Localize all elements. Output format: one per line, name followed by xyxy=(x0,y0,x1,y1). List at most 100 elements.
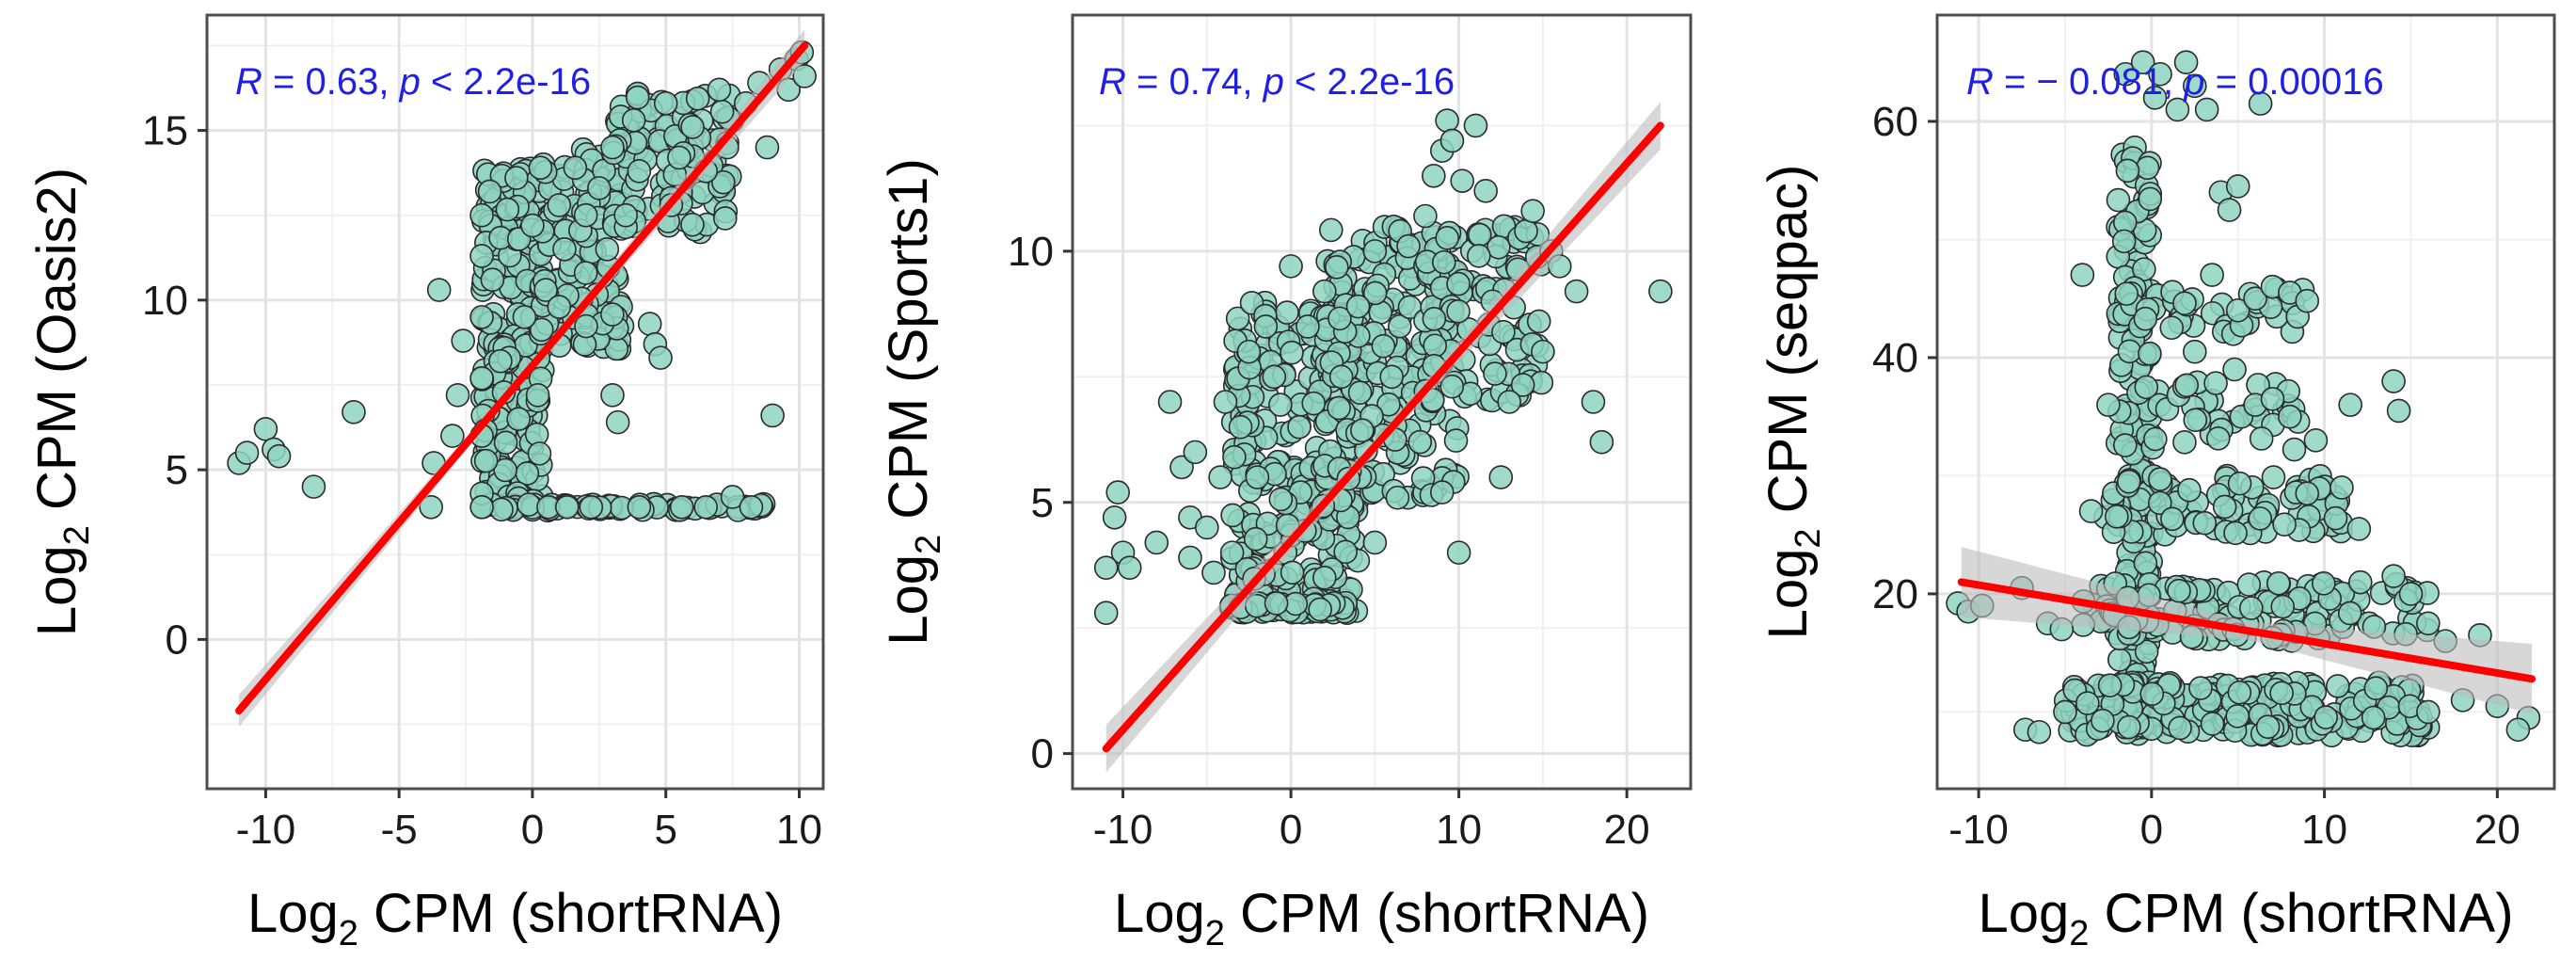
data-point xyxy=(2249,426,2274,451)
panel-border xyxy=(1071,13,1693,791)
data-point xyxy=(755,135,780,160)
data-point xyxy=(525,382,550,408)
data-point xyxy=(2053,699,2077,725)
data-point xyxy=(1268,392,1293,417)
x-tick-label: 0 xyxy=(521,807,544,853)
data-point xyxy=(1463,113,1488,138)
data-point xyxy=(760,403,785,428)
data-point xyxy=(2225,297,2250,323)
data-point xyxy=(621,107,646,133)
data-point xyxy=(1581,390,1606,414)
data-point xyxy=(1589,429,1614,455)
data-point xyxy=(1347,380,1373,405)
data-point xyxy=(1222,444,1247,470)
data-point xyxy=(1208,465,1232,489)
data-point xyxy=(587,176,612,200)
x-axis-title: Log2 CPM (shortRNA) xyxy=(247,883,783,953)
data-point xyxy=(2200,712,2225,736)
data-point xyxy=(2183,408,2208,433)
data-point xyxy=(1473,179,1498,203)
data-point xyxy=(2194,97,2219,122)
x-tick-label: -5 xyxy=(381,807,418,853)
data-point xyxy=(2117,339,2142,364)
data-point xyxy=(2398,582,2424,606)
data-point xyxy=(1312,566,1337,590)
data-point xyxy=(1220,503,1245,528)
data-point xyxy=(1253,314,1279,339)
data-point xyxy=(2223,521,2248,546)
data-point xyxy=(792,64,817,88)
data-point xyxy=(2148,61,2172,87)
data-point xyxy=(2167,578,2191,603)
data-point xyxy=(1514,218,1538,244)
data-point xyxy=(1487,234,1511,260)
data-point xyxy=(1413,203,1438,229)
correlation-annotation: R = − 0.081, p = 0.00016 xyxy=(1966,61,2384,103)
data-point xyxy=(613,202,638,228)
points-layer xyxy=(1946,50,2541,748)
data-point xyxy=(2416,699,2441,725)
y-tick-label: 20 xyxy=(1872,571,1918,617)
data-point xyxy=(493,430,518,456)
data-point xyxy=(2097,673,2123,698)
data-point xyxy=(1431,249,1456,275)
data-point xyxy=(1301,391,1327,416)
data-point xyxy=(2338,392,2362,417)
panel-seqpac: -10 0 10 20 20 40 60 Log2 CPM (shortRNA) Log2 CP… xyxy=(1757,13,2556,953)
data-point xyxy=(680,212,705,237)
data-point xyxy=(1280,560,1305,585)
data-point xyxy=(573,202,598,228)
data-point xyxy=(637,312,662,336)
data-point xyxy=(2143,426,2168,452)
data-point xyxy=(469,305,494,329)
panel-border xyxy=(1935,13,2556,791)
data-point xyxy=(1423,333,1447,359)
data-point xyxy=(2266,570,2291,596)
data-point xyxy=(1093,555,1119,580)
data-point xyxy=(2346,517,2372,541)
data-point xyxy=(1510,373,1535,397)
data-point xyxy=(1429,480,1455,505)
data-point xyxy=(1245,465,1270,489)
data-point xyxy=(1268,487,1294,512)
data-point xyxy=(520,213,545,238)
data-point xyxy=(2075,691,2100,715)
y-tick-label: 5 xyxy=(1031,480,1054,526)
data-point xyxy=(1195,515,1219,540)
data-point xyxy=(600,302,625,327)
data-point xyxy=(2325,674,2350,698)
data-point xyxy=(2172,430,2197,455)
data-point xyxy=(2248,506,2273,531)
data-point xyxy=(2272,512,2297,537)
data-point xyxy=(600,135,625,160)
data-point xyxy=(2381,564,2406,588)
data-point xyxy=(2135,155,2160,181)
data-point xyxy=(1296,314,1320,339)
data-point xyxy=(1488,465,1514,489)
data-point xyxy=(709,99,735,124)
data-point xyxy=(2132,257,2156,281)
data-point xyxy=(2295,481,2320,506)
data-point xyxy=(2105,505,2129,529)
data-point xyxy=(469,202,494,228)
data-point xyxy=(2133,551,2158,576)
points-layer xyxy=(1093,102,1673,773)
data-point xyxy=(2160,506,2185,532)
data-point xyxy=(2386,398,2411,424)
data-point xyxy=(2212,494,2237,520)
data-point xyxy=(506,407,531,432)
data-point xyxy=(512,305,537,329)
data-point xyxy=(2243,286,2267,311)
data-point xyxy=(2255,714,2281,740)
data-point xyxy=(1287,414,1312,440)
data-point xyxy=(1093,601,1119,625)
data-point xyxy=(2172,291,2197,316)
data-point xyxy=(1264,591,1289,616)
y-tick-label: 60 xyxy=(1872,99,1918,145)
y-tick-label: 0 xyxy=(1031,731,1054,777)
data-point xyxy=(1362,280,1388,306)
data-point xyxy=(653,90,678,116)
data-point xyxy=(2142,86,2168,110)
data-point xyxy=(419,494,443,520)
